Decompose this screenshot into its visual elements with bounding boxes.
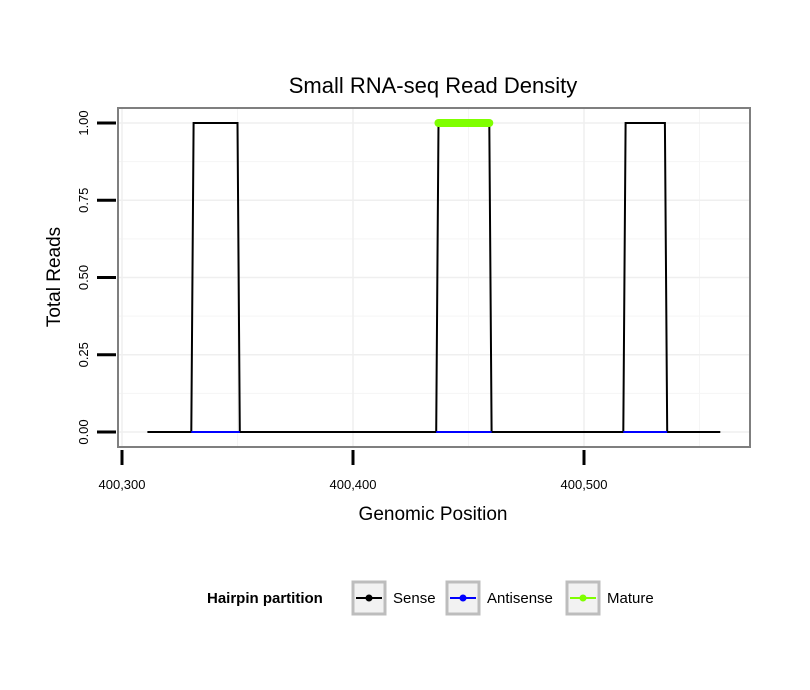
legend-label-antisense: Antisense [487, 590, 553, 607]
y-tick-label: 0.25 [76, 342, 91, 367]
y-tick-label: 0.00 [76, 419, 91, 444]
legend: Hairpin partition Sense Antisense Mature [207, 580, 654, 616]
legend-dot-antisense [459, 594, 467, 602]
y-tick-label: 0.75 [76, 188, 91, 213]
y-axis-title: Total Reads [44, 227, 65, 327]
legend-key-mature [565, 580, 601, 616]
x-tick-label: 400,500 [561, 477, 608, 492]
x-tick-label: 400,400 [330, 477, 377, 492]
legend-label-mature: Mature [607, 590, 654, 607]
plot-panel-border [117, 107, 751, 448]
y-tick-label: 0.50 [76, 265, 91, 290]
legend-dot-mature [579, 594, 587, 602]
chart-title: Small RNA-seq Read Density [289, 73, 578, 98]
x-axis-title: Genomic Position [359, 504, 508, 525]
legend-dot-sense [365, 594, 373, 602]
x-tick-label: 400,300 [99, 477, 146, 492]
legend-title: Hairpin partition [207, 590, 323, 607]
legend-label-sense: Sense [393, 590, 436, 607]
y-tick-label: 1.00 [76, 110, 91, 135]
axes: 0.00 0.25 0.50 0.75 1.00 400,300 400,400 400,50… [76, 110, 608, 492]
grid-lines [118, 108, 750, 447]
plot-data [147, 119, 721, 433]
